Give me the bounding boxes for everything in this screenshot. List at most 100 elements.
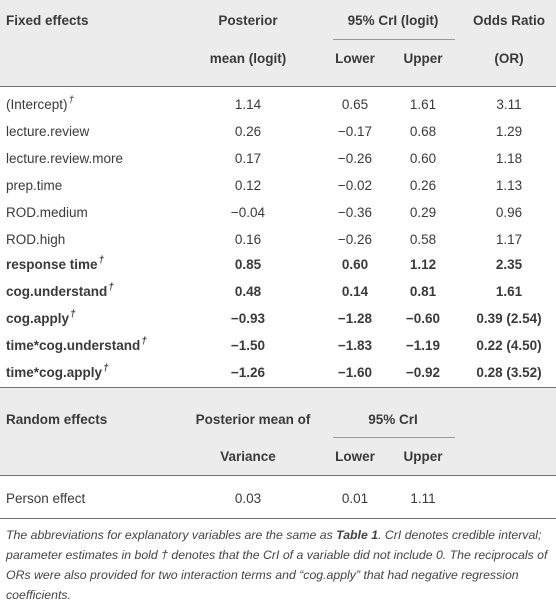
fixed-row-name-text: cog.understand bbox=[6, 284, 108, 299]
fixed-row-lower: −1.60 bbox=[337, 365, 373, 380]
fixed-row-lower: −0.17 bbox=[337, 124, 373, 139]
fixed-row-name: time*cog.apply† bbox=[6, 363, 109, 383]
random-header-label: Random effects bbox=[6, 412, 108, 427]
random-header-rule bbox=[0, 475, 556, 476]
fixed-row-mean: 0.85 bbox=[234, 257, 262, 272]
fixed-row-name: (Intercept)† bbox=[6, 95, 75, 115]
fixed-row-mean: 0.16 bbox=[234, 232, 262, 247]
table-footnote: The abbreviations for explanatory variab… bbox=[6, 525, 550, 605]
fixed-row-mean: 0.12 bbox=[234, 178, 262, 193]
dagger-mark: † bbox=[141, 336, 147, 347]
fixed-row-or: 1.18 bbox=[495, 151, 523, 166]
fixed-row-upper: 1.61 bbox=[409, 97, 437, 112]
fixed-row-lower: −0.26 bbox=[337, 232, 373, 247]
fixed-header-band bbox=[0, 0, 556, 86]
fixed-row-upper: −0.92 bbox=[405, 365, 441, 380]
fixed-row-or: 1.13 bbox=[495, 178, 523, 193]
fixed-row-lower: −1.83 bbox=[337, 338, 373, 353]
fixed-row-or: 0.22 (4.50) bbox=[476, 338, 542, 353]
dagger-mark: † bbox=[108, 282, 114, 293]
footnote-text-3: denotes that the CrI of a variable did n… bbox=[6, 548, 548, 602]
fixed-row-or: 0.39 (2.54) bbox=[476, 311, 542, 326]
fixed-row-or: 0.28 (3.52) bbox=[476, 365, 542, 380]
fixed-row-upper: 0.68 bbox=[409, 124, 437, 139]
fixed-row-name: response time† bbox=[6, 255, 105, 275]
fixed-row-mean: 0.26 bbox=[234, 124, 262, 139]
fixed-row-lower: −1.28 bbox=[337, 311, 373, 326]
fixed-row-name-text: ROD.medium bbox=[6, 205, 88, 220]
fixed-row-name-text: lecture.review bbox=[6, 124, 90, 139]
fixed-row-upper: 0.58 bbox=[409, 232, 437, 247]
fixed-row-mean: 0.48 bbox=[234, 284, 262, 299]
fixed-row-upper: −0.60 bbox=[405, 311, 441, 326]
fixed-row-lower: −0.26 bbox=[337, 151, 373, 166]
fixed-header-upper: Upper bbox=[403, 51, 443, 66]
fixed-header-ci-group: 95% CrI (logit) bbox=[347, 13, 439, 28]
fixed-row-mean: −0.93 bbox=[230, 311, 266, 326]
fixed-row-name-text: lecture.review.more bbox=[6, 151, 124, 166]
fixed-row-or: 1.29 bbox=[495, 124, 523, 139]
fixed-row-name-text: response time bbox=[6, 257, 98, 272]
dagger-mark: † bbox=[103, 363, 109, 374]
random-header-ci-group: 95% CrI bbox=[368, 412, 418, 427]
fixed-row-name: ROD.medium bbox=[6, 205, 88, 221]
random-row-lower: 0.01 bbox=[341, 491, 369, 506]
fixed-row-name-text: time*cog.understand bbox=[6, 338, 141, 353]
fixed-header-mean-top: Posterior bbox=[218, 13, 278, 28]
random-ci-group-rule bbox=[333, 437, 455, 438]
fixed-row-name: ROD.high bbox=[6, 232, 65, 248]
fixed-row-or: 3.11 bbox=[496, 97, 522, 112]
dagger-mark: † bbox=[98, 255, 105, 266]
fixed-row-name: cog.understand† bbox=[6, 282, 114, 302]
random-header-mean-bottom: Variance bbox=[220, 449, 276, 464]
fixed-row-mean: −1.50 bbox=[230, 338, 266, 353]
dagger-mark: † bbox=[70, 309, 76, 320]
fixed-row-name-text: prep.time bbox=[6, 178, 63, 193]
footnote-text-2: . CrI denotes credible interval; paramet… bbox=[6, 528, 542, 562]
fixed-row-lower: −0.02 bbox=[337, 178, 373, 193]
fixed-row-mean: −0.04 bbox=[230, 205, 266, 220]
fixed-row-name-text: ROD.high bbox=[6, 232, 66, 247]
fixed-row-name-text: cog.apply bbox=[6, 311, 70, 326]
random-header-lower: Lower bbox=[335, 449, 375, 464]
fixed-row-lower: −0.36 bbox=[337, 205, 373, 220]
fixed-row-name-text: (Intercept) bbox=[6, 97, 68, 112]
fixed-row-or: 1.61 bbox=[495, 284, 523, 299]
random-row-mean: 0.03 bbox=[234, 491, 262, 506]
fixed-row-name: lecture.review bbox=[6, 124, 89, 140]
fixed-row-upper: −1.19 bbox=[405, 338, 441, 353]
random-row-upper: 1.11 bbox=[410, 491, 436, 506]
fixed-row-upper: 1.12 bbox=[409, 257, 437, 272]
fixed-row-lower: 0.14 bbox=[341, 284, 369, 299]
random-header-band bbox=[0, 388, 556, 475]
fixed-header-label: Fixed effects bbox=[6, 13, 89, 28]
fixed-row-lower: 0.60 bbox=[341, 257, 369, 272]
fixed-row-or: 0.96 bbox=[495, 205, 523, 220]
fixed-row-or: 2.35 bbox=[495, 257, 523, 272]
fixed-row-upper: 0.29 bbox=[409, 205, 437, 220]
table-bottom-rule bbox=[0, 518, 556, 519]
fixed-row-name: prep.time bbox=[6, 178, 62, 194]
fixed-row-mean: 1.14 bbox=[234, 97, 262, 112]
fixed-row-or: 1.17 bbox=[495, 232, 523, 247]
fixed-header-or-bottom: (OR) bbox=[494, 51, 524, 66]
fixed-row-mean: −1.26 bbox=[230, 365, 266, 380]
fixed-header-mean-bottom: mean (logit) bbox=[209, 51, 287, 66]
ci-group-rule bbox=[333, 39, 455, 40]
dagger-mark: † bbox=[68, 95, 75, 106]
fixed-row-name: lecture.review.more bbox=[6, 151, 123, 167]
fixed-row-mean: 0.17 bbox=[234, 151, 262, 166]
fixed-row-name: time*cog.understand† bbox=[6, 336, 147, 356]
fixed-header-rule bbox=[0, 86, 556, 87]
fixed-row-upper: 0.81 bbox=[409, 284, 437, 299]
random-top-rule bbox=[0, 387, 556, 388]
fixed-row-upper: 0.26 bbox=[409, 178, 437, 193]
fixed-row-lower: 0.65 bbox=[341, 97, 369, 112]
random-header-upper: Upper bbox=[403, 449, 443, 464]
fixed-row-name: cog.apply† bbox=[6, 309, 76, 329]
fixed-header-or-top: Odds Ratio bbox=[472, 13, 545, 28]
random-row-name: Person effect bbox=[6, 491, 86, 506]
fixed-row-name-text: time*cog.apply bbox=[6, 365, 103, 380]
fixed-header-lower: Lower bbox=[335, 51, 375, 66]
